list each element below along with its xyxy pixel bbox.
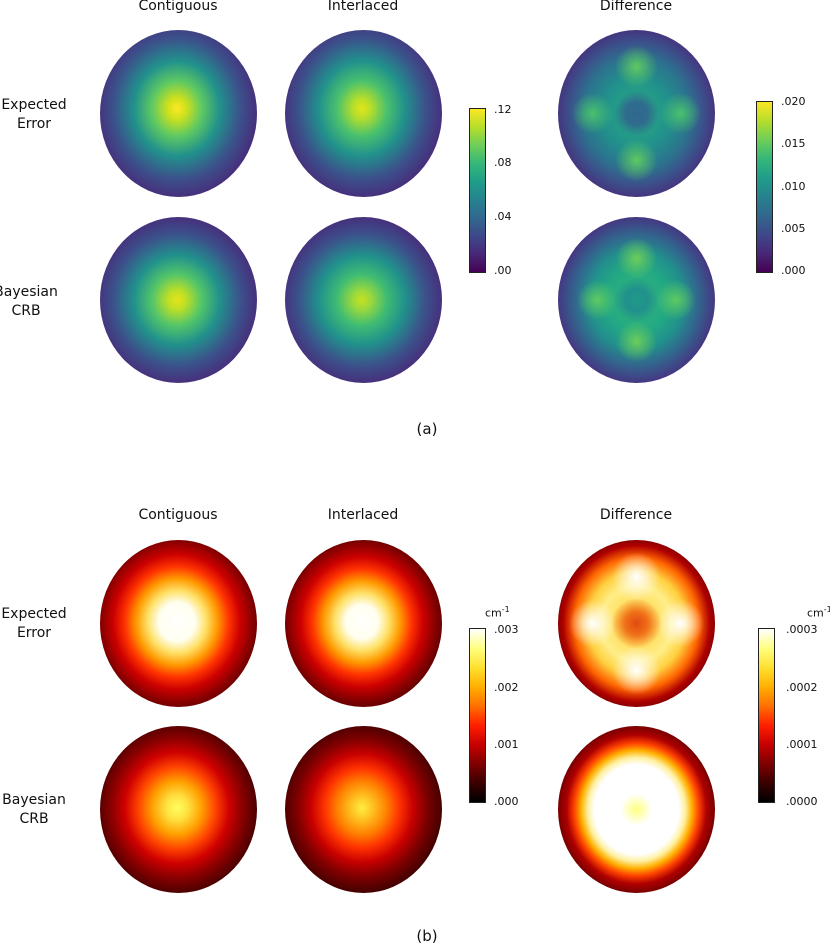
col-title-interlaced: Interlaced — [327, 0, 399, 14]
heatmap-b-expected-interlaced — [285, 540, 442, 707]
tick-label: .001 — [494, 738, 519, 751]
col-title-contiguous: Contiguous — [138, 507, 218, 523]
heatmap-a-expected-interlaced — [285, 30, 442, 197]
tick-label: .0002 — [786, 681, 818, 694]
heatmap-a-crb-difference — [558, 217, 715, 383]
heatmap-a-expected-difference — [558, 30, 715, 197]
heatmap-b-expected-contiguous — [100, 540, 257, 707]
panel-label-a: (a) — [416, 420, 438, 438]
tick-label: .010 — [781, 180, 806, 193]
tick-label: .08 — [494, 156, 512, 169]
col-title-interlaced: Interlaced — [327, 507, 399, 523]
row-label-expected-error: Expected Error — [1, 97, 67, 132]
tick-label: .0001 — [786, 738, 818, 751]
row-label-bayesian-crb: Bayesian CRB — [2, 792, 66, 827]
tick-label: .0003 — [786, 623, 818, 636]
tick-label: .000 — [781, 264, 806, 277]
col-title-difference: Difference — [599, 507, 673, 523]
row-label-bayesian-crb: Bayesian CRB — [0, 284, 58, 319]
colorbar-unit: cm-1 — [807, 605, 830, 620]
heatmap-a-crb-interlaced — [285, 217, 442, 383]
colorbar-b-right — [758, 628, 775, 803]
colorbar-b-left — [469, 628, 486, 803]
heatmap-b-crb-contiguous — [100, 726, 257, 893]
panel-label-b: (b) — [416, 927, 438, 945]
col-title-difference: Difference — [599, 0, 673, 14]
tick-label: .0000 — [786, 795, 818, 808]
heatmap-b-expected-difference — [558, 540, 715, 707]
tick-label: .00 — [494, 264, 512, 277]
tick-label: .015 — [781, 137, 806, 150]
tick-label: .002 — [494, 681, 519, 694]
colorbar-a-left — [469, 108, 486, 273]
tick-label: .005 — [781, 222, 806, 235]
tick-label: .020 — [781, 95, 806, 108]
heatmap-a-crb-contiguous — [100, 217, 257, 383]
tick-label: .000 — [494, 795, 519, 808]
heatmap-a-expected-contiguous — [100, 30, 257, 197]
row-label-expected-error: Expected Error — [1, 606, 67, 641]
tick-label: .12 — [494, 103, 512, 116]
tick-label: .04 — [494, 210, 512, 223]
colorbar-unit: cm-1 — [485, 605, 510, 620]
col-title-contiguous: Contiguous — [138, 0, 218, 14]
tick-label: .003 — [494, 623, 519, 636]
heatmap-b-crb-difference — [558, 726, 715, 893]
colorbar-a-right — [756, 101, 773, 273]
heatmap-b-crb-interlaced — [285, 726, 442, 893]
